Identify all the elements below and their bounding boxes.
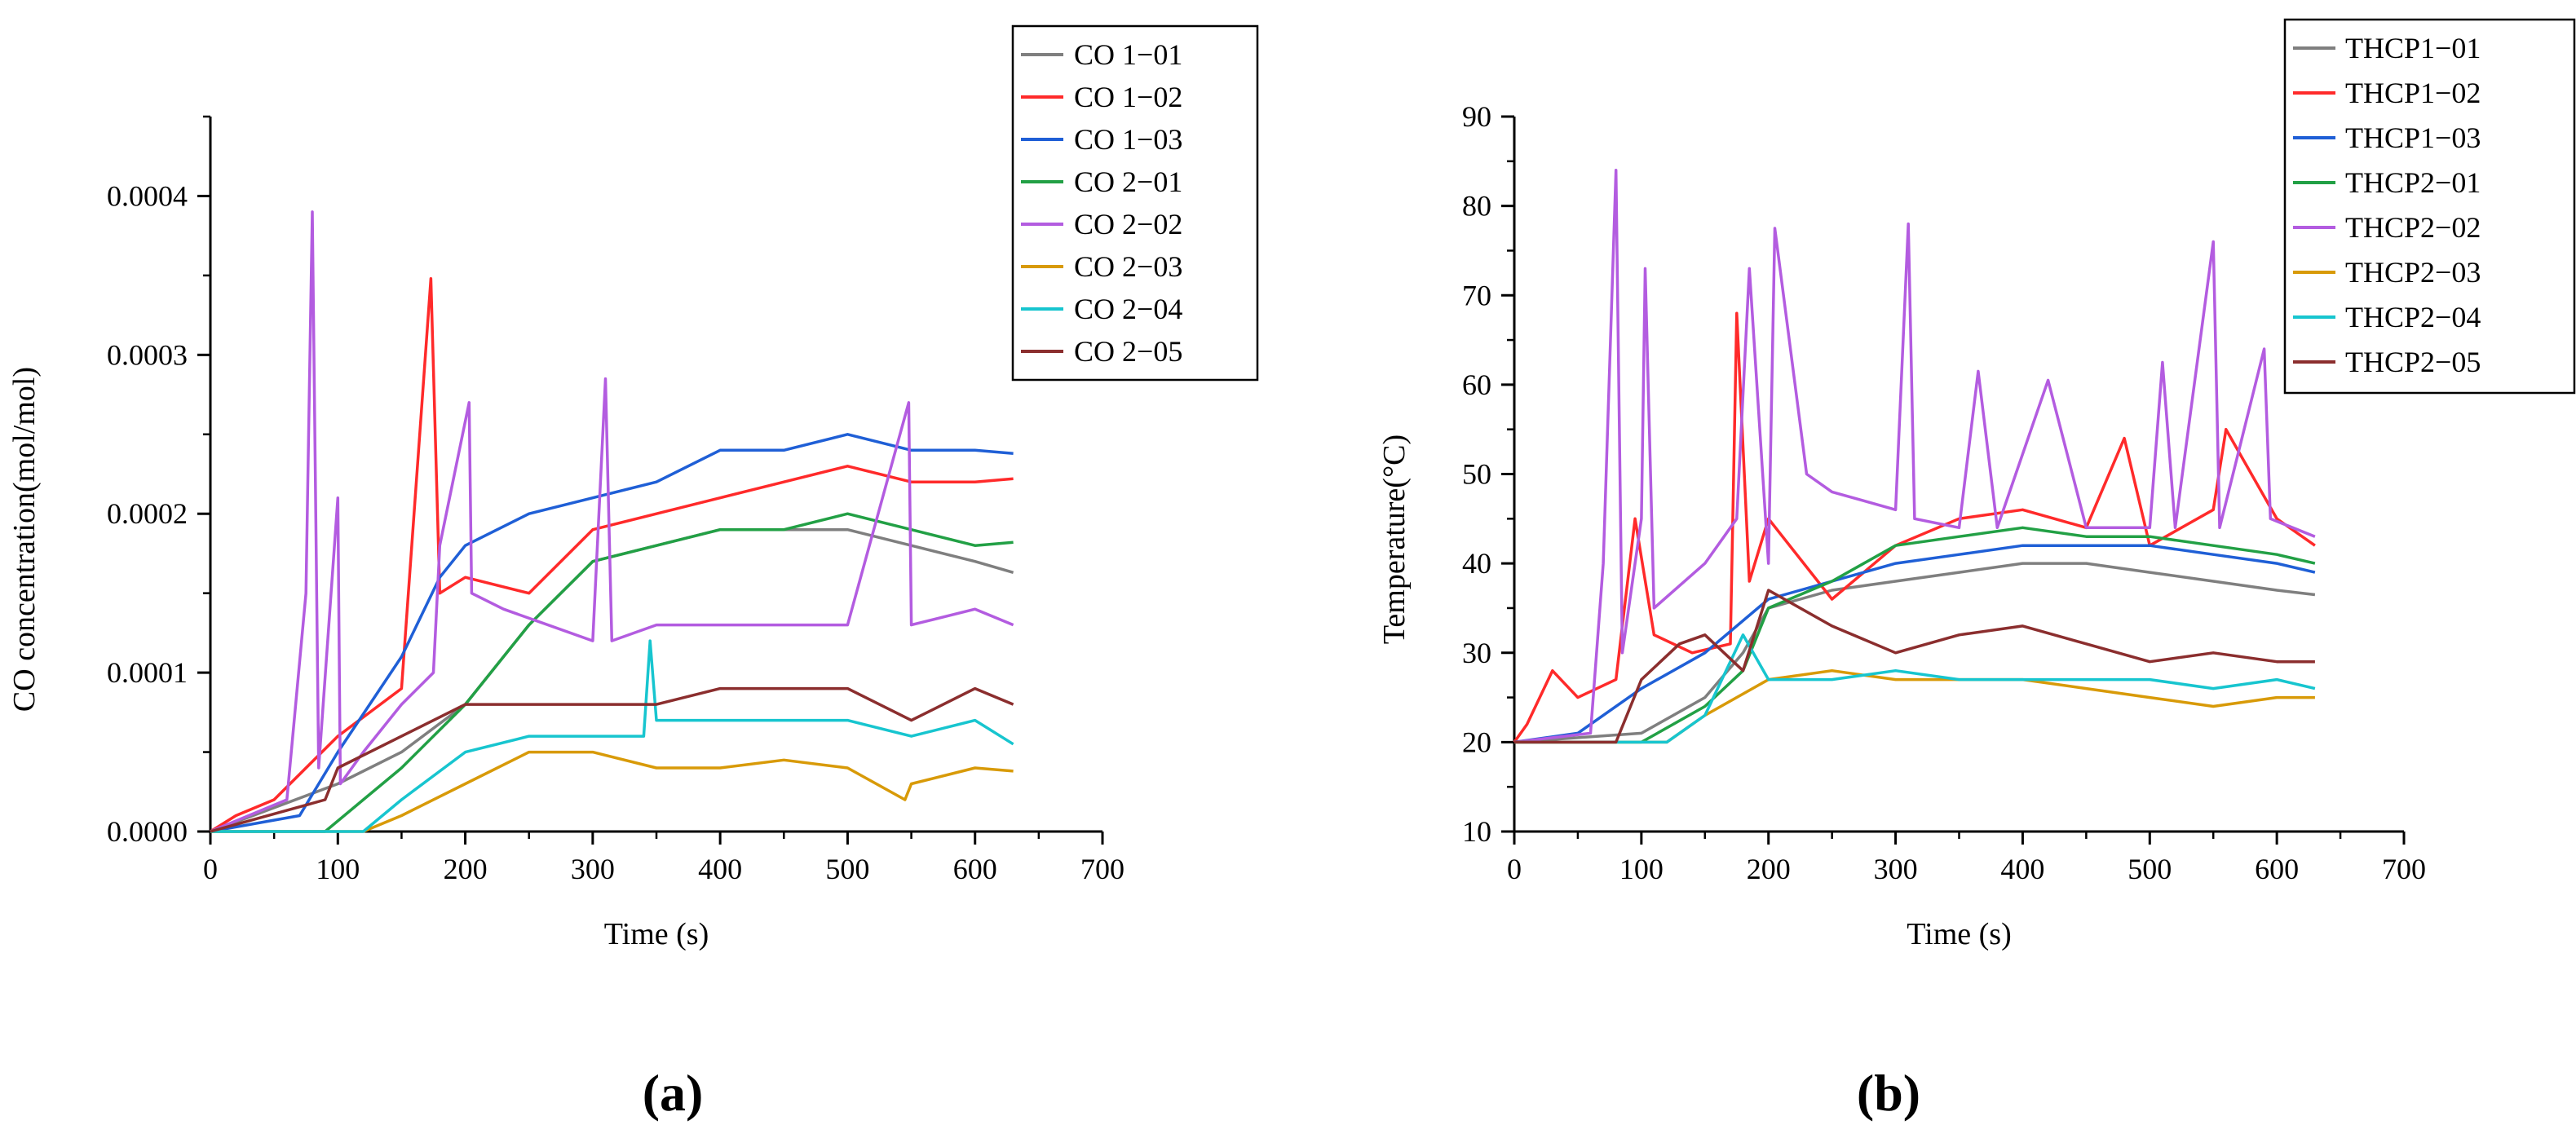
legend-label: THCP1−02 (2345, 77, 2481, 109)
legend-label: THCP2−02 (2345, 211, 2481, 244)
legend-label: CO 2−05 (1074, 335, 1182, 368)
x-tick-label: 300 (1874, 853, 1918, 885)
x-tick-label: 300 (571, 853, 615, 885)
y-tick-label: 40 (1462, 547, 1491, 580)
y-tick-label: 0.0003 (107, 338, 188, 371)
y-tick-label: 80 (1462, 190, 1491, 223)
chart-panel-a: 0 100 200 300 400 500 600 700 0.0000 0.0001 0.0002… (7, 24, 1259, 1122)
series-group (210, 210, 1014, 833)
x-tick-label: 400 (2000, 853, 2044, 885)
series-line-2 (210, 277, 1014, 833)
legend-label: CO 1−01 (1074, 38, 1182, 71)
axes: 0 100 200 300 400 500 600 700 0.0000 0.0001 0.0002… (107, 115, 1125, 885)
legend-label: CO 1−02 (1074, 81, 1182, 113)
x-tick-label: 200 (444, 853, 488, 885)
x-tick-label: 100 (316, 853, 360, 885)
y-tick-label: 10 (1462, 815, 1491, 848)
x-tick-label: 100 (1619, 853, 1664, 885)
y-tick-label: 70 (1462, 279, 1491, 311)
y-tick-label: 0.0002 (107, 497, 188, 530)
x-tick-label: 600 (953, 853, 997, 885)
legend-label: CO 2−01 (1074, 165, 1182, 198)
y-tick-label: 20 (1462, 726, 1491, 758)
x-tick-label: 600 (2255, 853, 2299, 885)
y-tick-label: 0.0004 (107, 179, 188, 212)
y-tick-label: 60 (1462, 368, 1491, 401)
series-line-8 (1514, 589, 2315, 744)
x-tick-label: 400 (698, 853, 742, 885)
axes: 0 100 200 300 400 500 600 700 10 20 30 40 50 60 70 80 90 (1462, 100, 2426, 885)
series-line-6 (1514, 668, 2315, 744)
legend-label: CO 2−02 (1074, 208, 1182, 240)
legend-label: THCP2−03 (2345, 256, 2481, 289)
x-tick-label: 200 (1747, 853, 1791, 885)
legend-box (2283, 18, 2576, 395)
y-tick-label: 90 (1462, 100, 1491, 133)
series-line-8 (210, 686, 1014, 833)
x-axis-title: Time (s) (1907, 917, 2011, 951)
panel-label: (a) (643, 1064, 704, 1122)
y-tick-label: 0.0000 (107, 815, 188, 848)
legend-label: CO 1−03 (1074, 123, 1182, 156)
series-group (1513, 169, 2316, 744)
series-line-6 (210, 750, 1014, 833)
series-line-5 (210, 210, 1014, 833)
y-tick-label: 30 (1462, 637, 1491, 669)
legend-box (1011, 24, 1259, 382)
y-tick-label: 0.0001 (107, 656, 188, 689)
legend-label: CO 2−03 (1074, 250, 1182, 283)
series-line-1 (1513, 562, 2316, 744)
series-line-3 (210, 433, 1014, 833)
chart-panel-b: 0 100 200 300 400 500 600 700 10 20 30 40 50 60 70 80 90… (1377, 18, 2576, 1122)
legend-label: THCP1−01 (2345, 32, 2481, 64)
panel-label: (b) (1857, 1064, 1920, 1122)
x-tick-label: 0 (1507, 853, 1522, 885)
y-tick-label: 50 (1462, 458, 1491, 491)
series-line-4 (210, 512, 1014, 833)
series-line-3 (1513, 544, 2316, 744)
legend-label: THCP2−01 (2345, 166, 2481, 199)
y-axis-title: CO concentration(mol/mol) (7, 367, 42, 712)
legend-label: THCP2−05 (2345, 346, 2481, 378)
series-line-5 (1513, 169, 2316, 744)
x-tick-label: 0 (203, 853, 218, 885)
series-line-7 (210, 639, 1014, 833)
legend-label: CO 2−04 (1074, 293, 1182, 325)
x-tick-label: 500 (2128, 853, 2172, 885)
legend-label: THCP1−03 (2345, 121, 2481, 154)
series-line-7 (1514, 633, 2316, 744)
x-tick-label: 700 (1080, 853, 1125, 885)
x-tick-label: 700 (2382, 853, 2426, 885)
legend: THCP1−01 THCP1−02 THCP1−03 THCP2−01 THCP2−02… (2283, 18, 2576, 395)
x-axis-title: Time (s) (604, 917, 709, 951)
legend: CO 1−01 CO 1−02 CO 1−03 CO 2−01 CO 2−02 CO 2−… (1011, 24, 1259, 382)
legend-label: THCP2−04 (2345, 301, 2481, 333)
y-axis-title: Temperature(°C) (1377, 435, 1412, 644)
x-tick-label: 500 (825, 853, 869, 885)
